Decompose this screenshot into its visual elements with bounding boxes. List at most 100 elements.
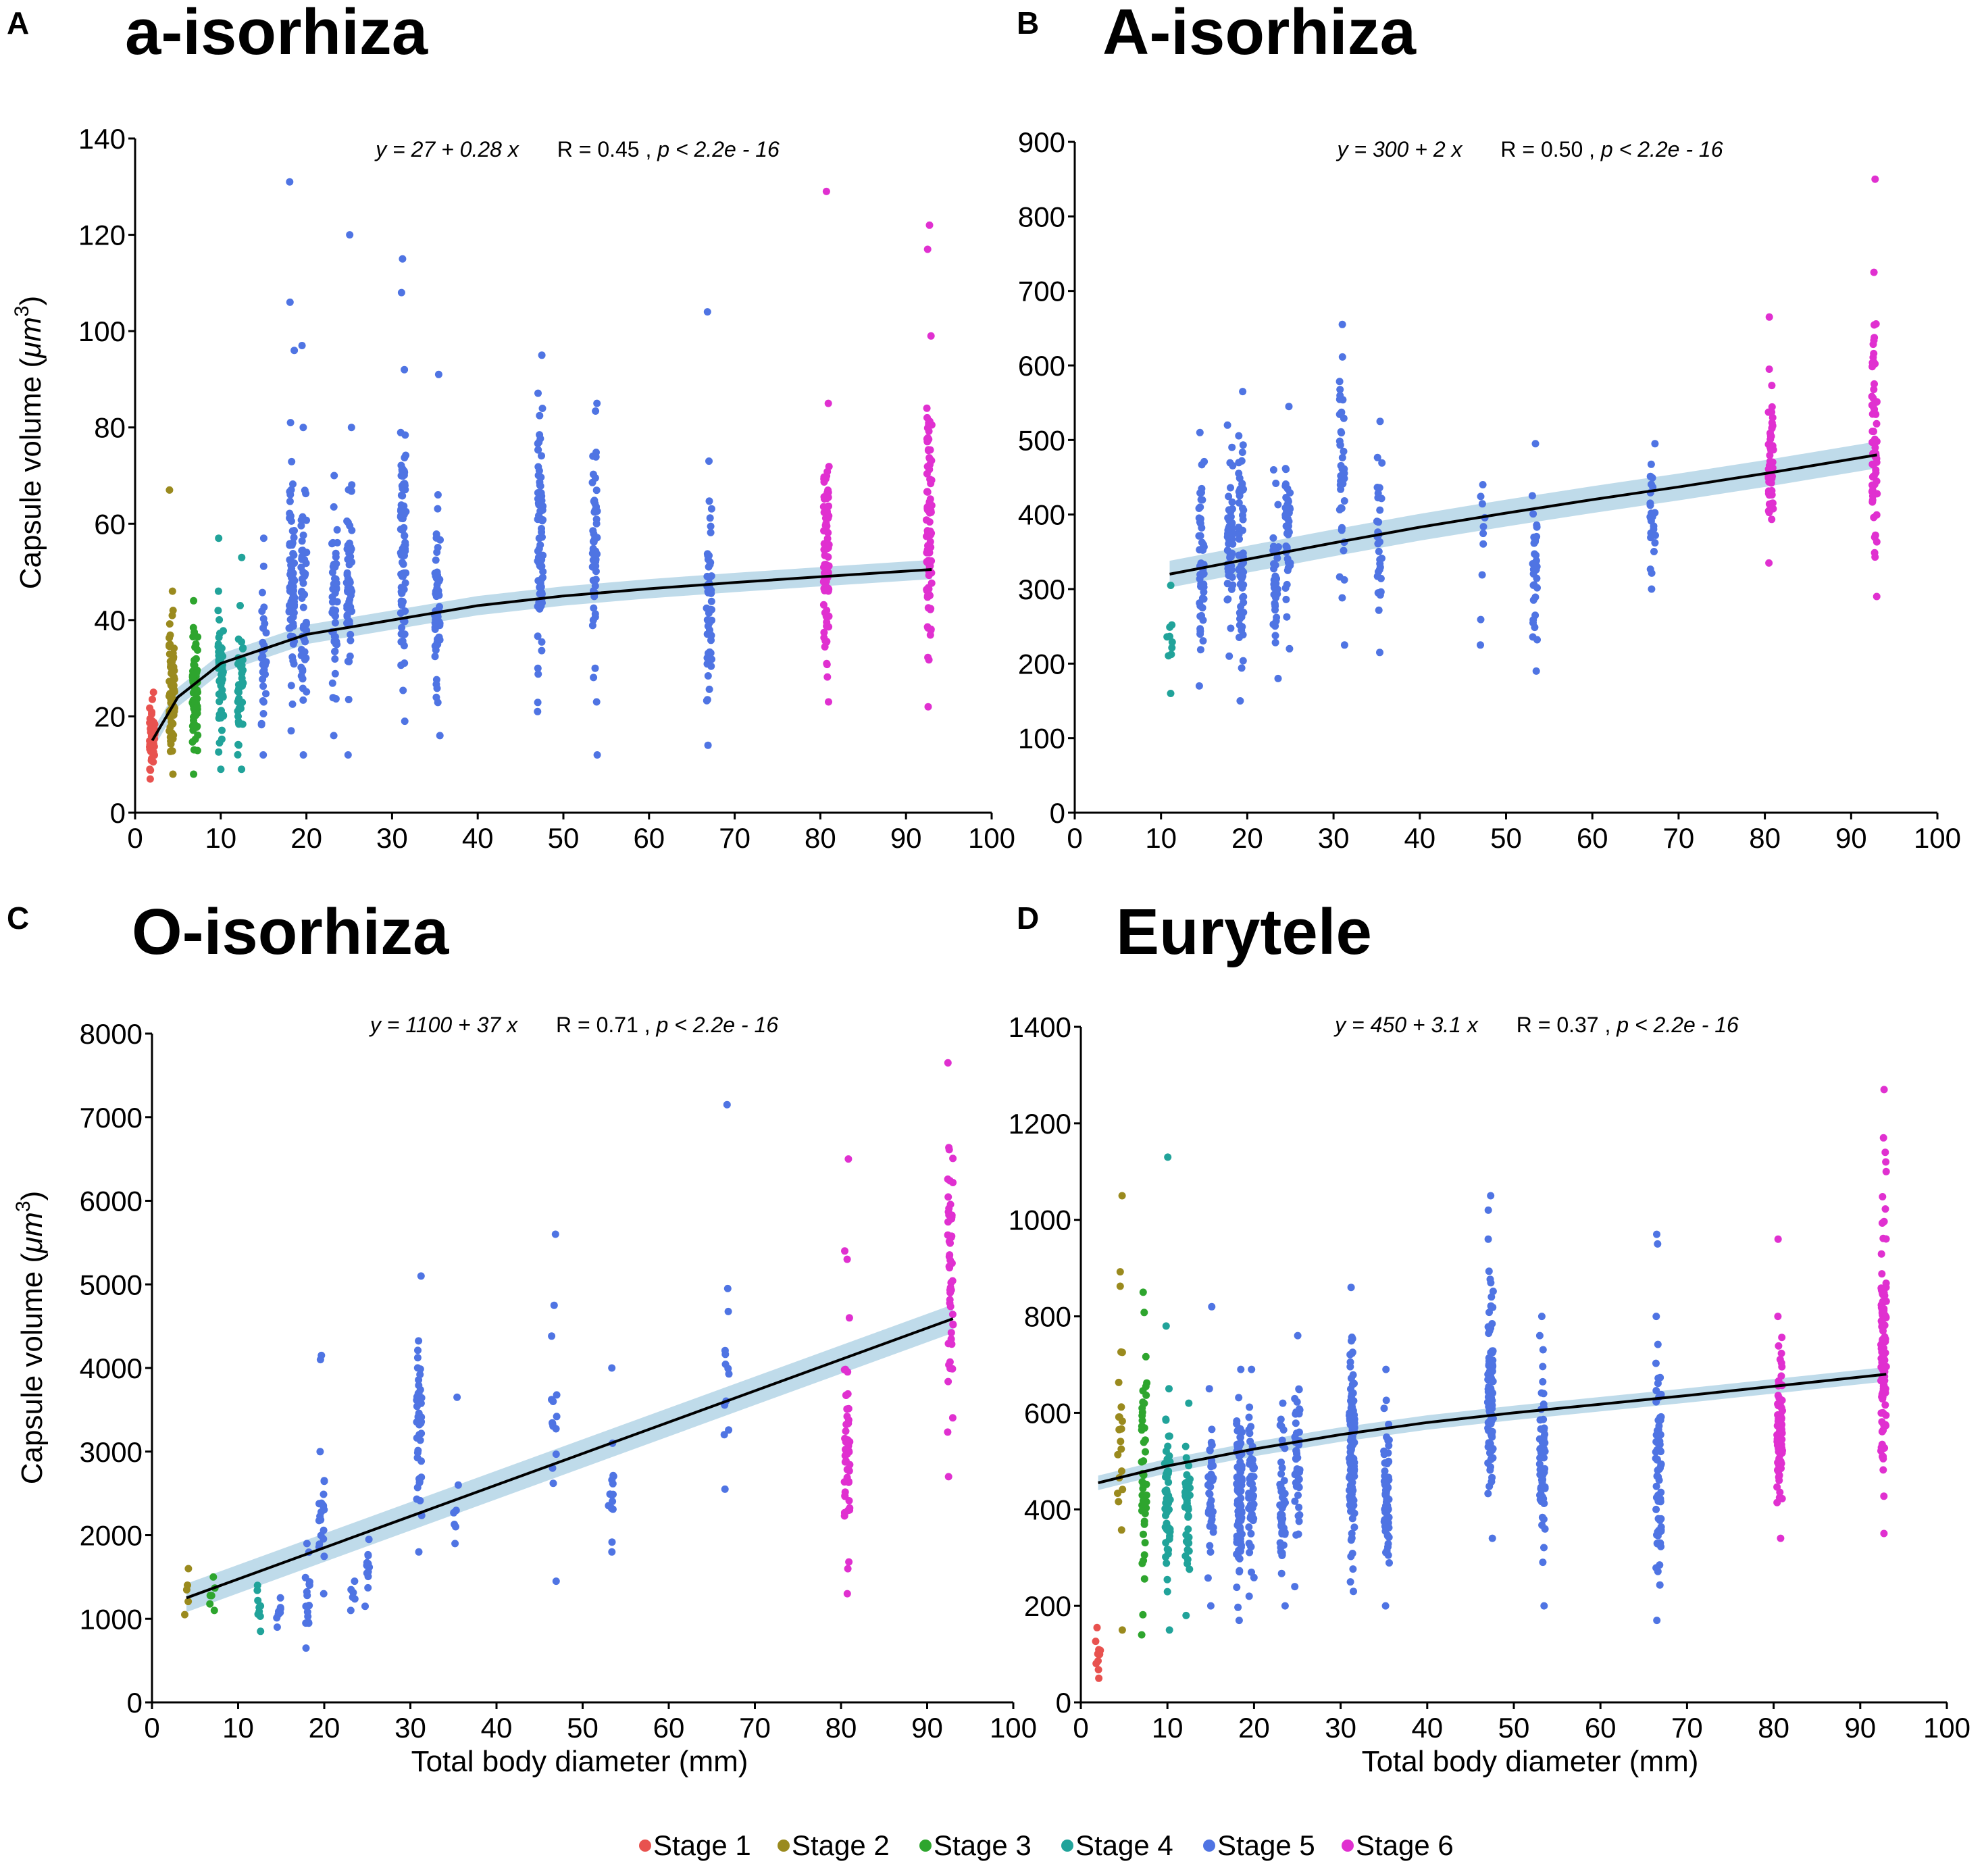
data-point (1142, 1352, 1150, 1361)
data-point (299, 696, 307, 704)
data-point (147, 728, 155, 736)
legend-dot (919, 1840, 932, 1852)
data-point (1654, 1425, 1662, 1434)
data-point (1479, 540, 1487, 548)
data-point (181, 1611, 188, 1619)
data-point (345, 601, 353, 609)
data-point (703, 696, 711, 705)
data-point (253, 1581, 261, 1590)
data-point (166, 486, 174, 494)
data-point (262, 690, 270, 698)
data-point (1383, 1532, 1392, 1540)
data-point (1657, 1488, 1665, 1496)
data-point (347, 1606, 355, 1615)
data-point (1168, 644, 1176, 652)
data-point (1239, 388, 1247, 396)
data-point (1162, 1499, 1170, 1507)
data-point (401, 532, 409, 540)
data-point (840, 1512, 848, 1520)
data-point (349, 1593, 357, 1601)
x-tick-label: 10 (1145, 822, 1177, 854)
panel-letter: C (7, 901, 29, 936)
data-point (946, 1200, 955, 1209)
data-point (1878, 1375, 1886, 1384)
data-point (1487, 1279, 1495, 1287)
data-point (1295, 1386, 1303, 1394)
data-point (925, 560, 934, 568)
y-tick-label: 60 (94, 508, 126, 540)
data-point (1246, 1548, 1254, 1556)
data-point (1285, 403, 1293, 411)
data-point (1233, 1420, 1241, 1428)
data-point (1115, 1378, 1123, 1386)
legend: Stage 1 Stage 2 Stage 3 Stage 4 Stage 5 Stage… (639, 1829, 1454, 1861)
data-point (1774, 1417, 1782, 1425)
data-point (1295, 1428, 1303, 1436)
data-point (1477, 641, 1484, 649)
data-point (819, 601, 828, 609)
data-point (1235, 470, 1243, 478)
data-point (330, 732, 338, 740)
data-point (320, 1552, 328, 1561)
data-point (1162, 1511, 1169, 1519)
data-point (397, 588, 405, 596)
data-point (1235, 432, 1243, 440)
x-tick-label: 60 (653, 1712, 685, 1744)
data-point (1270, 560, 1277, 568)
data-point (1117, 1526, 1125, 1534)
x-tick-label: 30 (1325, 1712, 1356, 1744)
data-point (1247, 1456, 1255, 1464)
data-point (1196, 428, 1204, 436)
data-point (434, 491, 442, 499)
data-point (236, 681, 245, 689)
data-point (588, 622, 596, 630)
data-point (1340, 641, 1348, 649)
data-point (328, 540, 336, 548)
data-point (1247, 1542, 1254, 1550)
data-point (1183, 1471, 1191, 1479)
x-tick-label: 30 (395, 1712, 426, 1744)
data-point (417, 1272, 425, 1280)
data-point (1165, 1432, 1173, 1440)
data-point (238, 553, 246, 561)
data-point (1116, 1268, 1124, 1276)
data-point (927, 332, 935, 340)
data-point (286, 540, 294, 548)
data-point (924, 604, 932, 612)
data-point (1346, 1473, 1353, 1481)
x-tick-label: 50 (567, 1712, 599, 1744)
data-point (1536, 1454, 1544, 1462)
data-point (1531, 536, 1540, 544)
data-point (703, 308, 711, 316)
data-point (169, 607, 177, 615)
data-point (1882, 1235, 1890, 1243)
data-point (707, 522, 715, 530)
data-point (1246, 1403, 1254, 1411)
data-point (538, 351, 546, 359)
data-point (1163, 1559, 1171, 1567)
data-point (1380, 1477, 1388, 1486)
data-point (1184, 1503, 1192, 1511)
data-point (1163, 1545, 1171, 1553)
data-point (1162, 1416, 1170, 1424)
data-point (1657, 1526, 1665, 1534)
data-point (302, 1644, 310, 1652)
data-point (170, 688, 178, 696)
data-point (536, 541, 544, 549)
data-point (1197, 582, 1204, 590)
data-point (238, 638, 245, 646)
data-point (1870, 386, 1878, 393)
data-point (1182, 1454, 1190, 1462)
y-axis-label-unit: μm (16, 1212, 49, 1254)
data-point (1117, 1438, 1125, 1446)
data-point (206, 1600, 214, 1608)
data-point (1165, 1385, 1173, 1393)
data-point (1529, 510, 1537, 518)
data-point (590, 674, 598, 682)
data-point (397, 288, 405, 297)
data-point (1881, 1148, 1889, 1157)
data-point (239, 644, 247, 652)
data-point (705, 497, 713, 505)
data-point (1235, 459, 1243, 467)
equation-sep: , (644, 1013, 657, 1037)
